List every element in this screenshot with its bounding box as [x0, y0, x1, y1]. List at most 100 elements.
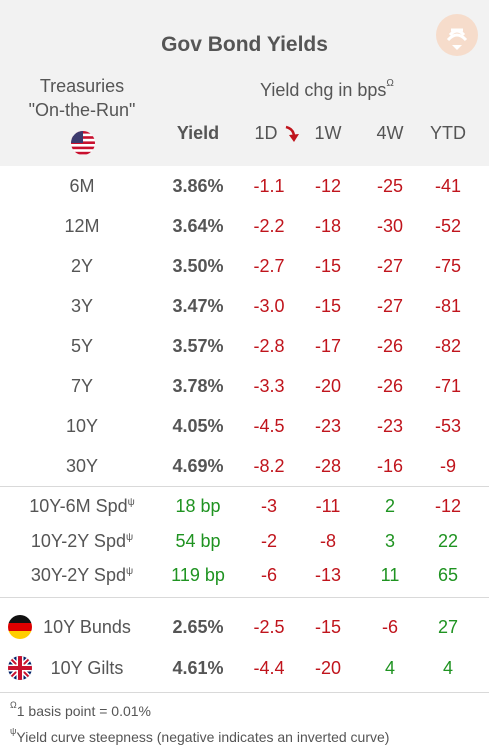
- row-ytd: 22: [437, 531, 459, 551]
- row-4w: -6: [381, 617, 398, 637]
- row-label: 30Y-2Y Spdψ: [30, 565, 134, 585]
- row-yield: 4.05%: [172, 416, 224, 436]
- spread-row: 30Y-2Y Spdψ 119 bp -6 -13 11 65: [0, 555, 489, 593]
- row-1w: -13: [314, 565, 341, 585]
- col-1d: 1D: [254, 123, 278, 143]
- row-1d: -2.8: [253, 336, 285, 356]
- row-4w: -25: [376, 176, 403, 196]
- row-1w: -11: [315, 496, 341, 516]
- table-row: 2Y 3.50% -2.7 -15 -27 -75: [0, 246, 489, 286]
- row-4w: -23: [376, 416, 403, 436]
- down-arrow-icon: [283, 123, 301, 145]
- page-title: Gov Bond Yields: [161, 33, 328, 56]
- row-yield: 3.50%: [172, 256, 224, 276]
- row-1w: -28: [314, 456, 341, 476]
- row-yield: 4.69%: [172, 456, 224, 476]
- table-row: 7Y 3.78% -3.3 -20 -26 -71: [0, 366, 489, 406]
- row-1w: -8: [319, 531, 336, 551]
- row-1w: -15: [314, 617, 341, 637]
- row-4w: -27: [376, 296, 403, 316]
- logo-icon: [436, 14, 478, 56]
- col-ytd: YTD: [430, 123, 466, 143]
- table-row: 30Y 4.69% -8.2 -28 -16 -9: [0, 446, 489, 486]
- row-spread: 54 bp: [175, 531, 221, 551]
- col-1w: 1W: [314, 123, 342, 143]
- row-1d: -2: [260, 531, 277, 551]
- row-1w: -12: [314, 176, 341, 196]
- row-1d: -2.7: [253, 256, 285, 276]
- row-ytd: -12: [434, 496, 461, 516]
- col-yield: Yield: [176, 123, 220, 143]
- row-label: 30Y: [65, 456, 99, 476]
- row-ytd: -41: [434, 176, 461, 196]
- row-4w: -26: [376, 376, 403, 396]
- row-1w: -17: [314, 336, 341, 356]
- row-1w: -23: [314, 416, 341, 436]
- row-yield: 3.86%: [172, 176, 224, 196]
- row-1w: -18: [314, 216, 341, 236]
- treasuries-heading: Treasuries "On-the-Run": [0, 74, 164, 122]
- row-1w: -20: [314, 658, 341, 678]
- row-yield: 3.64%: [172, 216, 224, 236]
- row-label: 5Y: [70, 336, 94, 356]
- row-4w: 3: [384, 531, 395, 551]
- table-row: 5Y 3.57% -2.8 -17 -26 -82: [0, 326, 489, 366]
- row-label: 10Y Gilts: [50, 658, 124, 678]
- col-4w: 4W: [376, 123, 404, 143]
- table-row: 10Y 4.05% -4.5 -23 -23 -53: [0, 406, 489, 446]
- row-4w: -16: [376, 456, 403, 476]
- row-ytd: -75: [434, 256, 461, 276]
- row-yield: 4.61%: [172, 658, 224, 678]
- row-1d: -1.1: [253, 176, 285, 196]
- row-4w: -26: [376, 336, 403, 356]
- spread-row: 10Y-2Y Spdψ 54 bp -2 -8 3 22: [0, 521, 489, 559]
- footnote-steepness: ψYield curve steepness (negative indicat…: [10, 726, 390, 745]
- row-1d: -4.5: [253, 416, 285, 436]
- row-1d: -4.4: [253, 658, 285, 678]
- treasuries-line2: "On-the-Run": [28, 100, 136, 120]
- row-ytd: -81: [434, 296, 461, 316]
- row-yield: 3.47%: [172, 296, 224, 316]
- row-1w: -20: [314, 376, 341, 396]
- row-1d: -3: [260, 496, 277, 516]
- row-1d: -8.2: [253, 456, 285, 476]
- row-yield: 3.78%: [172, 376, 224, 396]
- row-ytd: -9: [439, 456, 456, 476]
- row-4w: -30: [376, 216, 403, 236]
- row-label: 2Y: [70, 256, 94, 276]
- table-row: 12M 3.64% -2.2 -18 -30 -52: [0, 206, 489, 246]
- row-4w: 2: [384, 496, 395, 516]
- row-ytd: -52: [434, 216, 461, 236]
- foreign-row: 10Y Bunds 2.65% -2.5 -15 -6 27: [0, 607, 489, 647]
- row-1d: -2.2: [253, 216, 285, 236]
- row-4w: -27: [376, 256, 403, 276]
- row-ytd: 27: [437, 617, 459, 637]
- row-label: 7Y: [70, 376, 94, 396]
- row-ytd: -71: [434, 376, 461, 396]
- footnote-basis-point: Ω1 basis point = 0.01%: [10, 700, 151, 719]
- us-flag-icon: [71, 131, 95, 155]
- row-ytd: 65: [437, 565, 459, 585]
- row-1d: -3.3: [253, 376, 285, 396]
- row-yield: 2.65%: [172, 617, 224, 637]
- table-header: Gov Bond Yields Treasuries "On-the-Run" …: [0, 0, 489, 166]
- row-label: 10Y: [65, 416, 99, 436]
- table-row: 3Y 3.47% -3.0 -15 -27 -81: [0, 286, 489, 326]
- divider: [0, 692, 489, 693]
- row-4w: 4: [384, 658, 395, 678]
- row-1w: -15: [314, 296, 341, 316]
- row-label: 10Y-2Y Spdψ: [30, 531, 134, 551]
- spread-row: 10Y-6M Spdψ 18 bp -3 -11 2 -12: [0, 486, 489, 524]
- row-ytd: -53: [434, 416, 461, 436]
- row-1d: -2.5: [253, 617, 285, 637]
- row-label: 12M: [64, 216, 100, 236]
- row-label: 6M: [69, 176, 95, 196]
- row-1w: -15: [314, 256, 341, 276]
- divider: [0, 597, 489, 598]
- row-label: 10Y-6M Spdψ: [29, 496, 135, 516]
- foreign-row: 10Y Gilts 4.61% -4.4 -20 4 4: [0, 648, 489, 688]
- row-1d: -6: [260, 565, 277, 585]
- treasuries-line1: Treasuries: [39, 76, 125, 96]
- row-ytd: -82: [434, 336, 461, 356]
- row-4w: 11: [380, 565, 400, 585]
